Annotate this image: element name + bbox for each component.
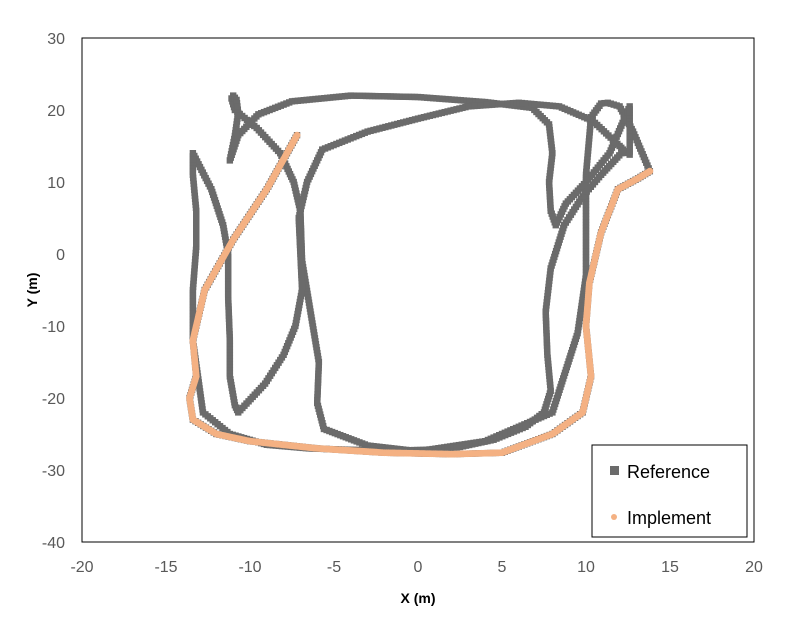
- legend-implement-marker: [611, 514, 617, 520]
- reference-point: [618, 150, 625, 157]
- legend-reference-label: Reference: [627, 462, 710, 482]
- reference-point: [234, 106, 242, 113]
- legend: Reference Implement: [591, 444, 748, 538]
- reference-point: [233, 96, 240, 104]
- y-axis-title: Y (m): [24, 273, 40, 308]
- x-tick-label: 15: [661, 559, 679, 576]
- reference-point: [604, 99, 612, 106]
- x-tick-labels: -20 -15 -10 -5 0 5 10 15 20: [70, 559, 763, 576]
- y-tick-label: 0: [56, 247, 65, 264]
- y-tick-label: -30: [42, 463, 65, 480]
- y-tick-label: 20: [47, 103, 65, 120]
- x-tick-label: -20: [70, 559, 93, 576]
- x-axis-title: X (m): [401, 590, 436, 606]
- legend-box: [591, 444, 748, 538]
- x-tick-label: -5: [327, 559, 341, 576]
- x-tick-label: 10: [577, 559, 595, 576]
- x-tick-label: 20: [745, 559, 763, 576]
- y-tick-label: 30: [47, 31, 65, 48]
- legend-reference-marker: [610, 466, 619, 475]
- reference-point: [234, 103, 241, 110]
- y-tick-label: -40: [42, 535, 65, 552]
- y-tick-label: -20: [42, 391, 65, 408]
- implement-point: [646, 167, 654, 175]
- x-tick-label: -15: [154, 559, 177, 576]
- legend-implement-label: Implement: [627, 508, 711, 528]
- y-tick-label: 10: [47, 175, 65, 192]
- reference-point: [601, 99, 608, 107]
- reference-point: [233, 99, 241, 107]
- x-tick-label: 0: [414, 559, 423, 576]
- series-implement: [186, 131, 654, 458]
- y-tick-label: -10: [42, 319, 65, 336]
- x-tick-label: -10: [238, 559, 261, 576]
- series-layer: [186, 92, 654, 458]
- x-tick-label: 5: [498, 559, 507, 576]
- y-tick-labels: -40 -30 -20 -10 0 10 20 30: [42, 31, 65, 552]
